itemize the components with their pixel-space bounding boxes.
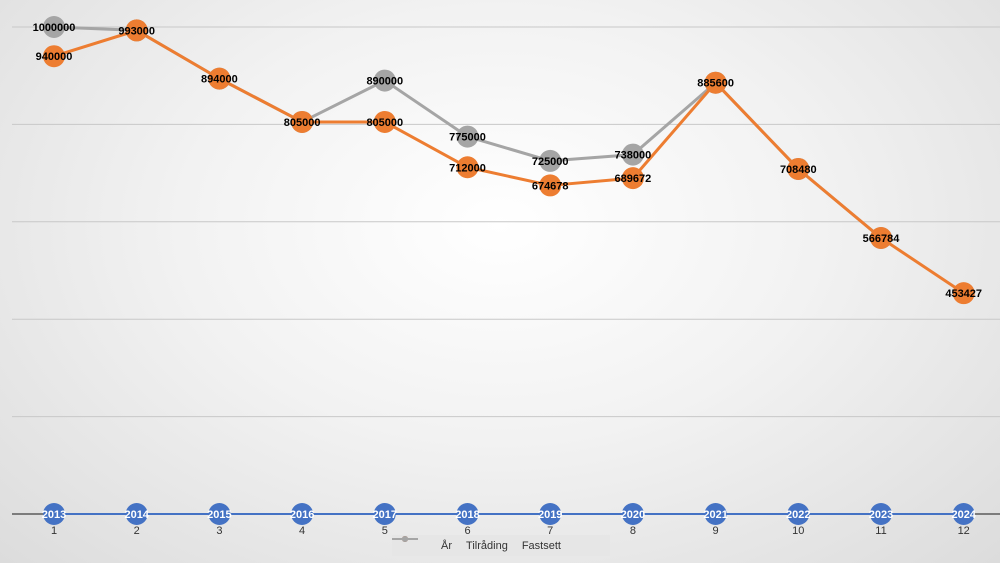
- legend-label-fastsett: Fastsett: [521, 539, 561, 552]
- x-tick-label: 4: [299, 525, 305, 537]
- data-label-fastsett: 805000: [284, 117, 321, 129]
- legend-label-ar: År: [441, 539, 453, 552]
- point--r: [539, 503, 562, 525]
- point--r: [704, 503, 727, 525]
- data-label-fastsett: 885600: [697, 78, 734, 90]
- x-tick-label: 3: [216, 525, 222, 537]
- x-tick-label: 9: [713, 525, 719, 537]
- point-fastsett: [539, 149, 562, 172]
- data-label-fastsett: 894000: [201, 74, 238, 86]
- x-tick-label: 6: [464, 525, 470, 537]
- point-tilr-ding: [539, 174, 562, 197]
- legend: År Tilråding Fastsett: [392, 535, 610, 556]
- x-tick-label: 10: [792, 525, 804, 537]
- data-label-fastsett: 993000: [118, 25, 155, 37]
- x-tick-label: 5: [382, 525, 388, 537]
- data-label-ar: 2018: [455, 509, 479, 521]
- point--r: [125, 503, 148, 525]
- point--r: [456, 503, 479, 525]
- point-tilr-ding: [208, 67, 231, 90]
- data-label-tilr-ding: 674678: [532, 180, 569, 192]
- data-label-fastsett: 725000: [532, 156, 569, 168]
- point--r: [952, 503, 975, 525]
- legend-marker-fastsett: [392, 536, 418, 542]
- point--r: [208, 503, 231, 525]
- data-label-ar: 2021: [703, 509, 727, 521]
- data-label-fastsett: 890000: [366, 76, 403, 88]
- data-label-ar: 2022: [786, 509, 810, 521]
- data-label-tilr-ding: 940000: [36, 51, 73, 63]
- data-label-fastsett: 708480: [780, 164, 817, 176]
- data-label-fastsett: 1000000: [33, 22, 76, 34]
- point--r: [43, 503, 65, 525]
- legend-item-tilrading: Tilråding: [392, 536, 508, 552]
- x-tick-label: 2: [134, 525, 140, 537]
- point-fastsett: [373, 69, 396, 92]
- point-fastsett: [621, 143, 644, 166]
- data-label-tilr-ding: 712000: [449, 162, 486, 174]
- point-tilr-ding: [291, 110, 314, 133]
- x-tick-label: 12: [958, 525, 970, 537]
- data-label-ar: 2017: [373, 509, 397, 521]
- data-label-ar: 2013: [42, 509, 66, 521]
- legend-item-fastsett: Fastsett: [392, 536, 561, 552]
- data-label-fastsett: 566784: [863, 233, 901, 245]
- legend-item-ar: År: [392, 536, 453, 552]
- point-tilr-ding: [125, 19, 148, 42]
- data-label-ar: 2016: [290, 509, 314, 521]
- point--r: [621, 503, 644, 525]
- x-tick-label: 8: [630, 525, 636, 537]
- point-tilr-ding: [787, 157, 810, 180]
- data-label-tilr-ding: 689672: [615, 173, 652, 185]
- point-tilr-ding: [621, 167, 644, 190]
- point-tilr-ding: [373, 110, 396, 133]
- point-fastsett: [456, 125, 479, 148]
- x-tick-label: 7: [547, 525, 553, 537]
- data-label-ar: 2015: [207, 509, 231, 521]
- point--r: [870, 503, 892, 525]
- series-line-tilr-ding: [53, 28, 965, 295]
- point-fastsett: [43, 16, 65, 38]
- data-label-tilr-ding: 805000: [366, 117, 403, 129]
- data-label-ar: 2020: [621, 509, 645, 521]
- x-tick-label: 11: [875, 525, 886, 537]
- data-label-ar: 2023: [869, 509, 893, 521]
- data-label-ar: 2019: [538, 509, 562, 521]
- data-label-tilr-ding: 453427: [945, 288, 982, 300]
- point--r: [291, 503, 314, 525]
- point--r: [787, 503, 810, 525]
- x-tick-label: 1: [51, 525, 57, 537]
- point-tilr-ding: [704, 71, 727, 94]
- point-tilr-ding: [456, 156, 479, 179]
- data-label-fastsett: 775000: [449, 132, 486, 144]
- point-tilr-ding: [952, 282, 975, 305]
- legend-label-tilrading: Tilråding: [466, 539, 508, 552]
- point-tilr-ding: [43, 45, 65, 68]
- data-label-fastsett: 738000: [615, 150, 652, 162]
- data-label-ar: 2014: [124, 509, 149, 521]
- point--r: [373, 503, 396, 525]
- data-label-ar: 2024: [951, 509, 976, 521]
- point-tilr-ding: [870, 226, 892, 249]
